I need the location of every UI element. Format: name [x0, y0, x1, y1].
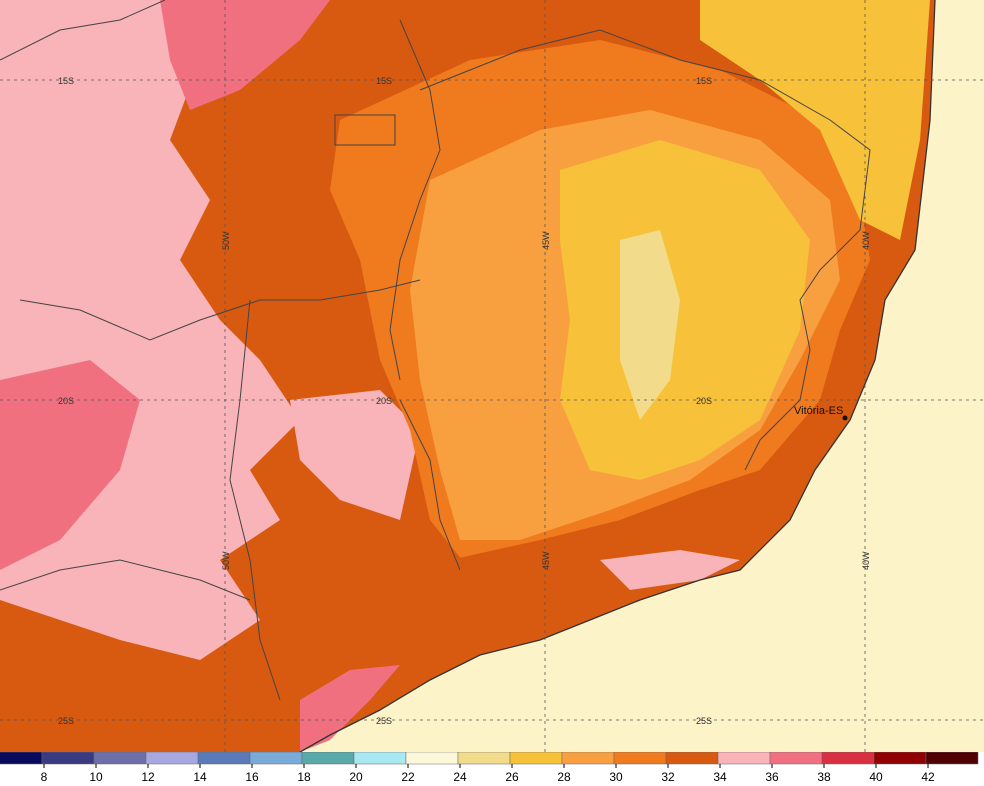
colorbar-ticks: 681012141618202224262830323436384042	[41, 764, 935, 784]
pink-region-central	[290, 390, 420, 520]
lon-label: 50W	[221, 231, 231, 250]
colorbar-tick-label: 32	[661, 770, 675, 784]
lon-label: 45W	[541, 231, 551, 250]
colorbar-tick-label: 30	[609, 770, 623, 784]
coastline	[299, 0, 936, 752]
lat-label: 25S	[376, 716, 392, 726]
lon-label: 50W	[221, 551, 231, 570]
yellow-region-northeast	[700, 0, 930, 240]
colorbar-swatch	[769, 752, 823, 765]
colorbar-tick-label: 36	[765, 770, 779, 784]
lon-label: 40W	[861, 551, 871, 570]
colorbar-tick-label: 18	[297, 770, 311, 784]
yellow-region	[560, 140, 810, 480]
colorbar-swatch	[353, 752, 407, 765]
colorbar-tick-label: 12	[141, 770, 155, 784]
colorbar-swatch	[717, 752, 771, 765]
colorbar-swatch	[509, 752, 563, 765]
colorbar-svg: 681012141618202224262830323436384042	[0, 752, 979, 784]
colorbar-tick-label: 24	[453, 770, 467, 784]
colorbar-swatch	[925, 752, 979, 765]
graticule	[0, 0, 984, 752]
lat-label: 20S	[376, 396, 392, 406]
red-region-north	[160, 0, 330, 110]
colorbar-swatch	[41, 752, 95, 765]
colorbar-tick-label: 20	[349, 770, 363, 784]
lat-label: 20S	[58, 396, 74, 406]
colorbar-swatch	[93, 752, 147, 765]
colorbar-swatch	[0, 752, 43, 765]
colorbar-tick-label: 28	[557, 770, 571, 784]
colorbar-tick-label: 8	[41, 770, 48, 784]
colorbar-swatches	[0, 752, 979, 765]
lon-label: 45W	[541, 551, 551, 570]
colorbar-swatch	[561, 752, 615, 765]
colorbar-tick-label: 38	[817, 770, 831, 784]
colorbar-swatch	[873, 752, 927, 765]
map-canvas: 15S 15S 15S 20S 20S 20S 25S 25S 25S 50W …	[0, 0, 984, 752]
south-red-patch	[300, 665, 400, 752]
colorbar-swatch	[405, 752, 459, 765]
red-region-west	[0, 360, 140, 570]
colorbar-tick-label: 40	[869, 770, 883, 784]
colorbar-tick-label: 42	[921, 770, 935, 784]
colorbar-tick-label: 22	[401, 770, 415, 784]
lat-label: 25S	[696, 716, 712, 726]
colorbar-tick-label: 34	[713, 770, 727, 784]
colorbar-tick-label: 16	[245, 770, 259, 784]
colorbar-swatch	[613, 752, 667, 765]
colorbar-tick-label: 26	[505, 770, 519, 784]
colorbar-swatch	[301, 752, 355, 765]
lon-label: 40W	[861, 231, 871, 250]
colorbar-swatch	[665, 752, 719, 765]
colorbar-tick-label: 10	[89, 770, 103, 784]
colorbar: 681012141618202224262830323436384042	[0, 752, 984, 786]
pale-yellow-strip	[620, 230, 680, 420]
colorbar-swatch	[457, 752, 511, 765]
temperature-map: 15S 15S 15S 20S 20S 20S 25S 25S 25S 50W …	[0, 0, 984, 752]
colorbar-swatch	[821, 752, 875, 765]
colorbar-swatch	[197, 752, 251, 765]
colorbar-swatch	[145, 752, 199, 765]
lat-label: 15S	[376, 76, 392, 86]
lat-label: 15S	[696, 76, 712, 86]
lat-label: 15S	[58, 76, 74, 86]
city-label: Vitória-ES	[794, 405, 843, 417]
city-marker	[842, 415, 848, 421]
coastal-pink-patch	[600, 550, 740, 590]
colorbar-swatch	[249, 752, 303, 765]
colorbar-tick-label: 14	[193, 770, 207, 784]
lat-label: 20S	[696, 396, 712, 406]
lat-label: 25S	[58, 716, 74, 726]
